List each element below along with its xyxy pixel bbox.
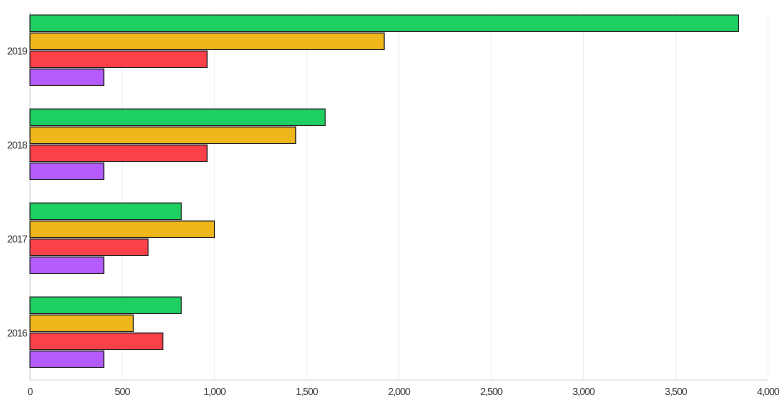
bar-2019-series-3 (29, 50, 208, 68)
x-tick-label: 0 (28, 387, 34, 398)
bar-2017-series-1 (29, 202, 182, 220)
bar-2017-series-2 (29, 220, 215, 238)
bar-2016-series-4 (29, 350, 105, 368)
x-tick-label: 3,000 (572, 387, 595, 398)
bar-2016-series-3 (29, 332, 164, 350)
x-tick-label: 1,500 (296, 387, 319, 398)
bar-2018-series-3 (29, 144, 208, 162)
x-tick-label: 1,000 (203, 387, 226, 398)
bar-2018-series-2 (29, 126, 297, 144)
bar-2016-series-2 (29, 314, 134, 332)
bar-2019-series-2 (29, 32, 385, 50)
x-tick-label: 2,500 (480, 387, 503, 398)
bar-2018-series-4 (29, 162, 105, 180)
x-tick-label: 500 (115, 387, 131, 398)
x-tick-label: 4,000 (757, 387, 780, 398)
x-tick-label: 3,500 (665, 387, 688, 398)
bar-2018-series-1 (29, 108, 326, 126)
bar-2016-series-1 (29, 296, 182, 314)
y-tick-label: 2016 (7, 329, 28, 340)
bar-2017-series-3 (29, 238, 149, 256)
y-tick-label: 2017 (7, 235, 28, 246)
x-tick-label: 2,000 (388, 387, 411, 398)
y-tick-label: 2019 (7, 47, 28, 58)
y-tick-label: 2018 (7, 141, 28, 152)
bar-2019-series-1 (29, 14, 739, 32)
bar-2017-series-4 (29, 256, 105, 274)
bar-2019-series-4 (29, 68, 105, 86)
